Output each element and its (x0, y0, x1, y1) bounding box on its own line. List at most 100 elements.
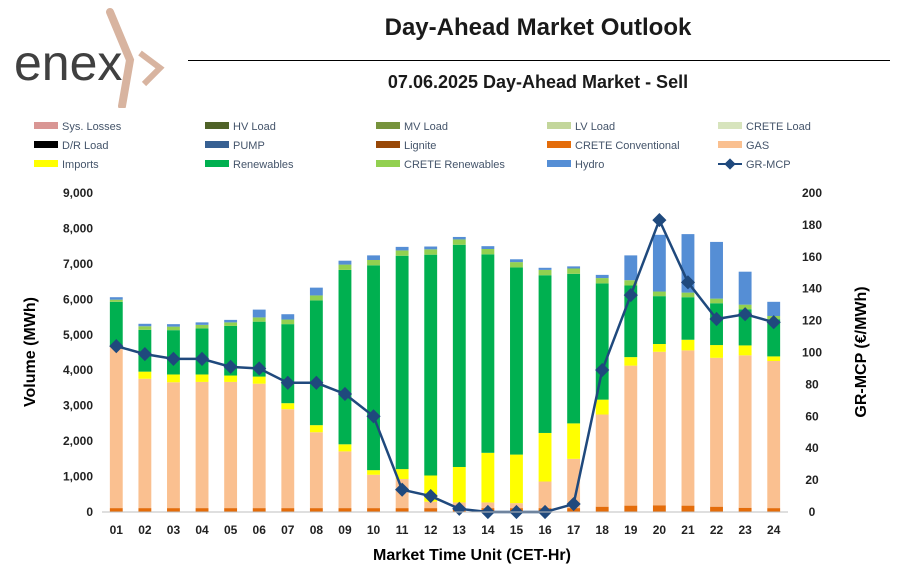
y-tick-label: 5,000 (63, 328, 93, 342)
y2-tick-label: 20 (805, 473, 819, 487)
bar-imports (567, 423, 581, 459)
bar-renewables (452, 244, 466, 467)
bar-hydro (138, 323, 152, 327)
legend-label-crete-conventional: CRETE Conventional (575, 140, 680, 152)
logo-text: enex (14, 35, 122, 91)
bar-crete-conventional (281, 508, 295, 512)
bar-gas (738, 355, 752, 508)
bar-renewables (395, 255, 409, 470)
legend-swatch-hydro (547, 160, 571, 167)
bar-crete-renewables (481, 249, 495, 255)
bar-crete-renewables (195, 324, 209, 329)
bar-imports (338, 444, 352, 452)
bar-renewables (481, 254, 495, 453)
bar-imports (309, 425, 323, 433)
bar-hydro (452, 236, 466, 240)
x-tick-label: 22 (710, 523, 724, 537)
gr-mcp-point (395, 482, 410, 497)
legend-swatch-renewables (205, 160, 229, 167)
gr-mcp-point (709, 311, 724, 327)
bar-imports (138, 371, 152, 379)
bar-hydro (367, 255, 380, 260)
bar-hydro (309, 287, 323, 296)
bar-renewables (309, 300, 323, 426)
bar-crete-conventional (652, 505, 666, 512)
x-tick-label: 09 (338, 523, 352, 537)
bar-crete-conventional (738, 507, 752, 512)
bar-renewables (424, 254, 438, 476)
bar-gas (338, 451, 352, 509)
bar-crete-renewables (281, 319, 295, 325)
legend-swatch-sys-losses (34, 122, 58, 129)
bar-crete-conventional (138, 508, 152, 512)
bar-crete-renewables (652, 291, 666, 297)
y2-tick-label: 0 (809, 505, 816, 519)
bar-renewables (338, 269, 352, 445)
gr-mcp-point (252, 361, 267, 376)
bar-renewables (595, 283, 609, 400)
bar-crete-renewables (167, 326, 180, 331)
bar-hydro (338, 260, 352, 265)
bar-imports (624, 357, 638, 366)
bar-gas (367, 474, 380, 509)
legend-label-crete-renewables: CRETE Renewables (404, 159, 505, 171)
bar-renewables (567, 273, 581, 424)
bar-crete-renewables (109, 299, 123, 302)
bar-hydro (395, 246, 409, 251)
legend-label-hv-load: HV Load (233, 121, 276, 133)
bar-crete-renewables (538, 269, 552, 276)
x-tick-label: 24 (767, 523, 781, 537)
bar-crete-renewables (252, 317, 266, 322)
y-tick-label: 4,000 (63, 363, 93, 377)
gr-mcp-point (309, 375, 324, 390)
bar-hydro (281, 314, 295, 320)
logo-arrow-icon (138, 50, 165, 87)
x-tick-label: 15 (510, 523, 524, 537)
x-tick-label: 03 (167, 523, 181, 537)
legend-label-gas: GAS (746, 140, 769, 152)
x-tick-label: 20 (653, 523, 667, 537)
bar-crete-conventional (195, 508, 209, 512)
legend-swatch-mv-load (376, 122, 400, 129)
y2-tick-label: 80 (805, 377, 819, 391)
bar-gas (138, 378, 152, 509)
x-tick-label: 19 (624, 523, 638, 537)
legend-swatch-d-r-load (34, 141, 58, 148)
bar-gas (595, 414, 609, 507)
legend-label-imports: Imports (62, 159, 99, 171)
y2-tick-label: 60 (805, 409, 819, 423)
legend-swatch-lignite (376, 141, 400, 148)
bar-gas (109, 345, 123, 509)
bar-imports (538, 432, 552, 482)
bar-crete-conventional (710, 506, 723, 512)
x-tick-label: 02 (138, 523, 152, 537)
bar-crete-renewables (710, 298, 723, 304)
y-tick-label: 8,000 (63, 221, 93, 235)
legend-swatch-crete-conventional (547, 141, 571, 148)
bar-hydro (710, 241, 723, 299)
bar-renewables (652, 296, 666, 344)
y2-tick-label: 40 (805, 441, 819, 455)
gr-mcp-line (115, 216, 775, 514)
bar-gas (538, 481, 552, 509)
y-tick-label: 7,000 (63, 257, 93, 271)
bar-crete-conventional (395, 508, 409, 512)
bar-renewables (538, 275, 552, 433)
bar-crete-conventional (109, 508, 123, 512)
gr-mcp-point (423, 488, 438, 504)
x-axis-title: Market Time Unit (CET-Hr) (373, 547, 571, 564)
legend-label-hydro: Hydro (575, 159, 604, 171)
legend-marker-gr-mcp (724, 158, 736, 170)
bar-gas (710, 357, 723, 507)
bar-hydro (481, 246, 495, 250)
gr-mcp-point (366, 409, 381, 424)
bar-renewables (109, 301, 123, 346)
x-tick-label: 04 (195, 523, 209, 537)
y-tick-label: 6,000 (63, 292, 93, 306)
legend-label-gr-mcp: GR-MCP (746, 159, 791, 171)
bar-gas (167, 382, 180, 509)
enex-logo: enex (10, 8, 180, 110)
x-tick-label: 01 (110, 523, 124, 537)
gr-mcp-point (194, 351, 210, 366)
y2-tick-label: 100 (802, 346, 822, 360)
